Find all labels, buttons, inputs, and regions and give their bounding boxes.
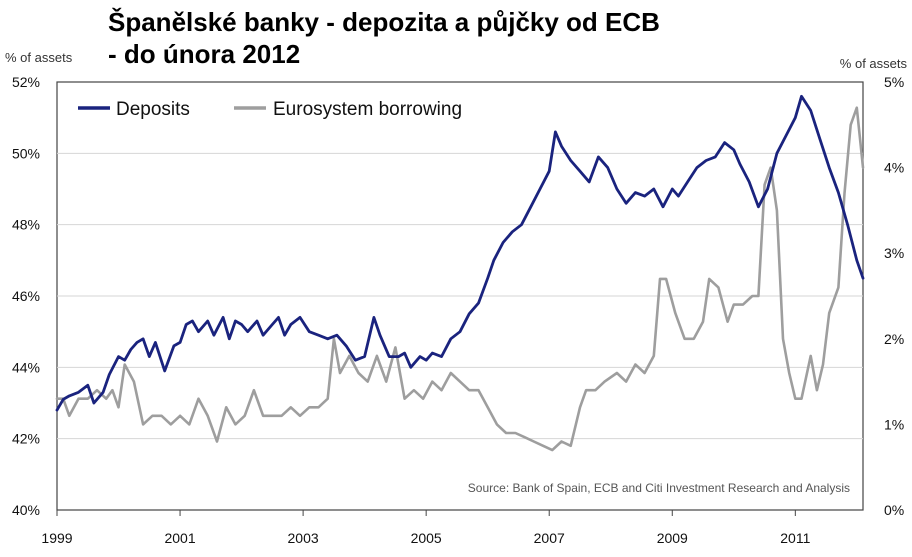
left-tick-label: 50%: [12, 145, 40, 161]
x-tick-label: 2011: [780, 530, 810, 546]
series-line-eurosystem: [55, 106, 865, 452]
left-tick-label: 42%: [12, 431, 40, 447]
chart-title: Španělské banky - depozita a půjčky od E…: [108, 6, 748, 70]
legend-label-deposits: Deposits: [116, 99, 190, 120]
left-tick-label: 52%: [12, 74, 40, 90]
right-tick-label: 1%: [884, 416, 904, 432]
right-tick-label: 3%: [884, 245, 904, 261]
right-tick-label: 0%: [884, 502, 904, 518]
left-axis-unit: % of assets: [5, 50, 73, 65]
legend-label-eurosystem: Eurosystem borrowing: [273, 99, 462, 120]
right-axis-unit: % of assets: [840, 56, 908, 71]
left-axis: 52% 50% 48% 46% 44% 42% 40%: [12, 74, 40, 518]
right-tick-label: 4%: [884, 160, 904, 176]
series-line-deposits: [55, 94, 865, 412]
x-tick-label: 2005: [411, 530, 442, 546]
legend: Deposits Eurosystem borrowing: [78, 99, 462, 120]
left-tick-label: 48%: [12, 217, 40, 233]
gridlines: [57, 152, 863, 440]
x-tick-label: 2003: [288, 530, 319, 546]
left-tick-label: 40%: [12, 502, 40, 518]
series-layer: [55, 94, 865, 452]
x-tick-label: 1999: [41, 530, 72, 546]
right-tick-label: 2%: [884, 331, 904, 347]
x-tick-label: 2001: [164, 530, 195, 546]
title-line-1: Španělské banky - depozita a půjčky od E…: [108, 7, 660, 37]
left-tick-label: 46%: [12, 288, 40, 304]
left-tick-label: 44%: [12, 359, 40, 375]
right-tick-label: 5%: [884, 74, 904, 90]
x-tick-label: 2007: [534, 530, 565, 546]
title-line-2: - do února 2012: [108, 39, 301, 69]
source-note: Source: Bank of Spain, ECB and Citi Inve…: [468, 481, 850, 495]
x-axis: 1999 2001 2003 2005 2007 2009 2011: [41, 510, 811, 546]
right-axis: 5% 4% 3% 2% 1% 0%: [884, 74, 904, 518]
x-tick-label: 2009: [657, 530, 688, 546]
